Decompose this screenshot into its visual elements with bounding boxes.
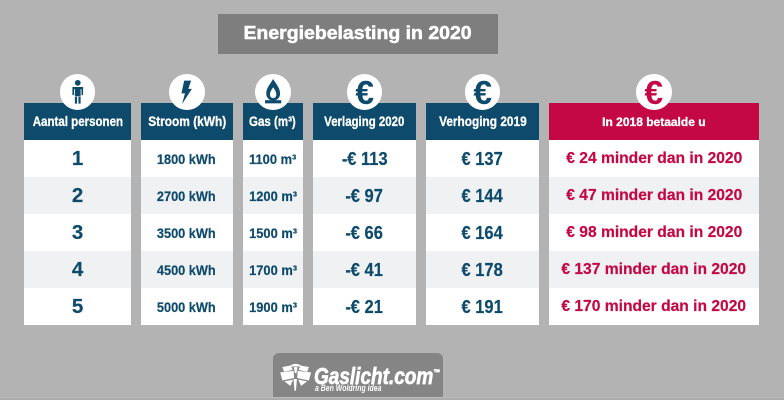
svg-text:€: € [473,75,492,110]
svg-text:€: € [355,75,374,110]
svg-text:€: € [645,75,664,110]
